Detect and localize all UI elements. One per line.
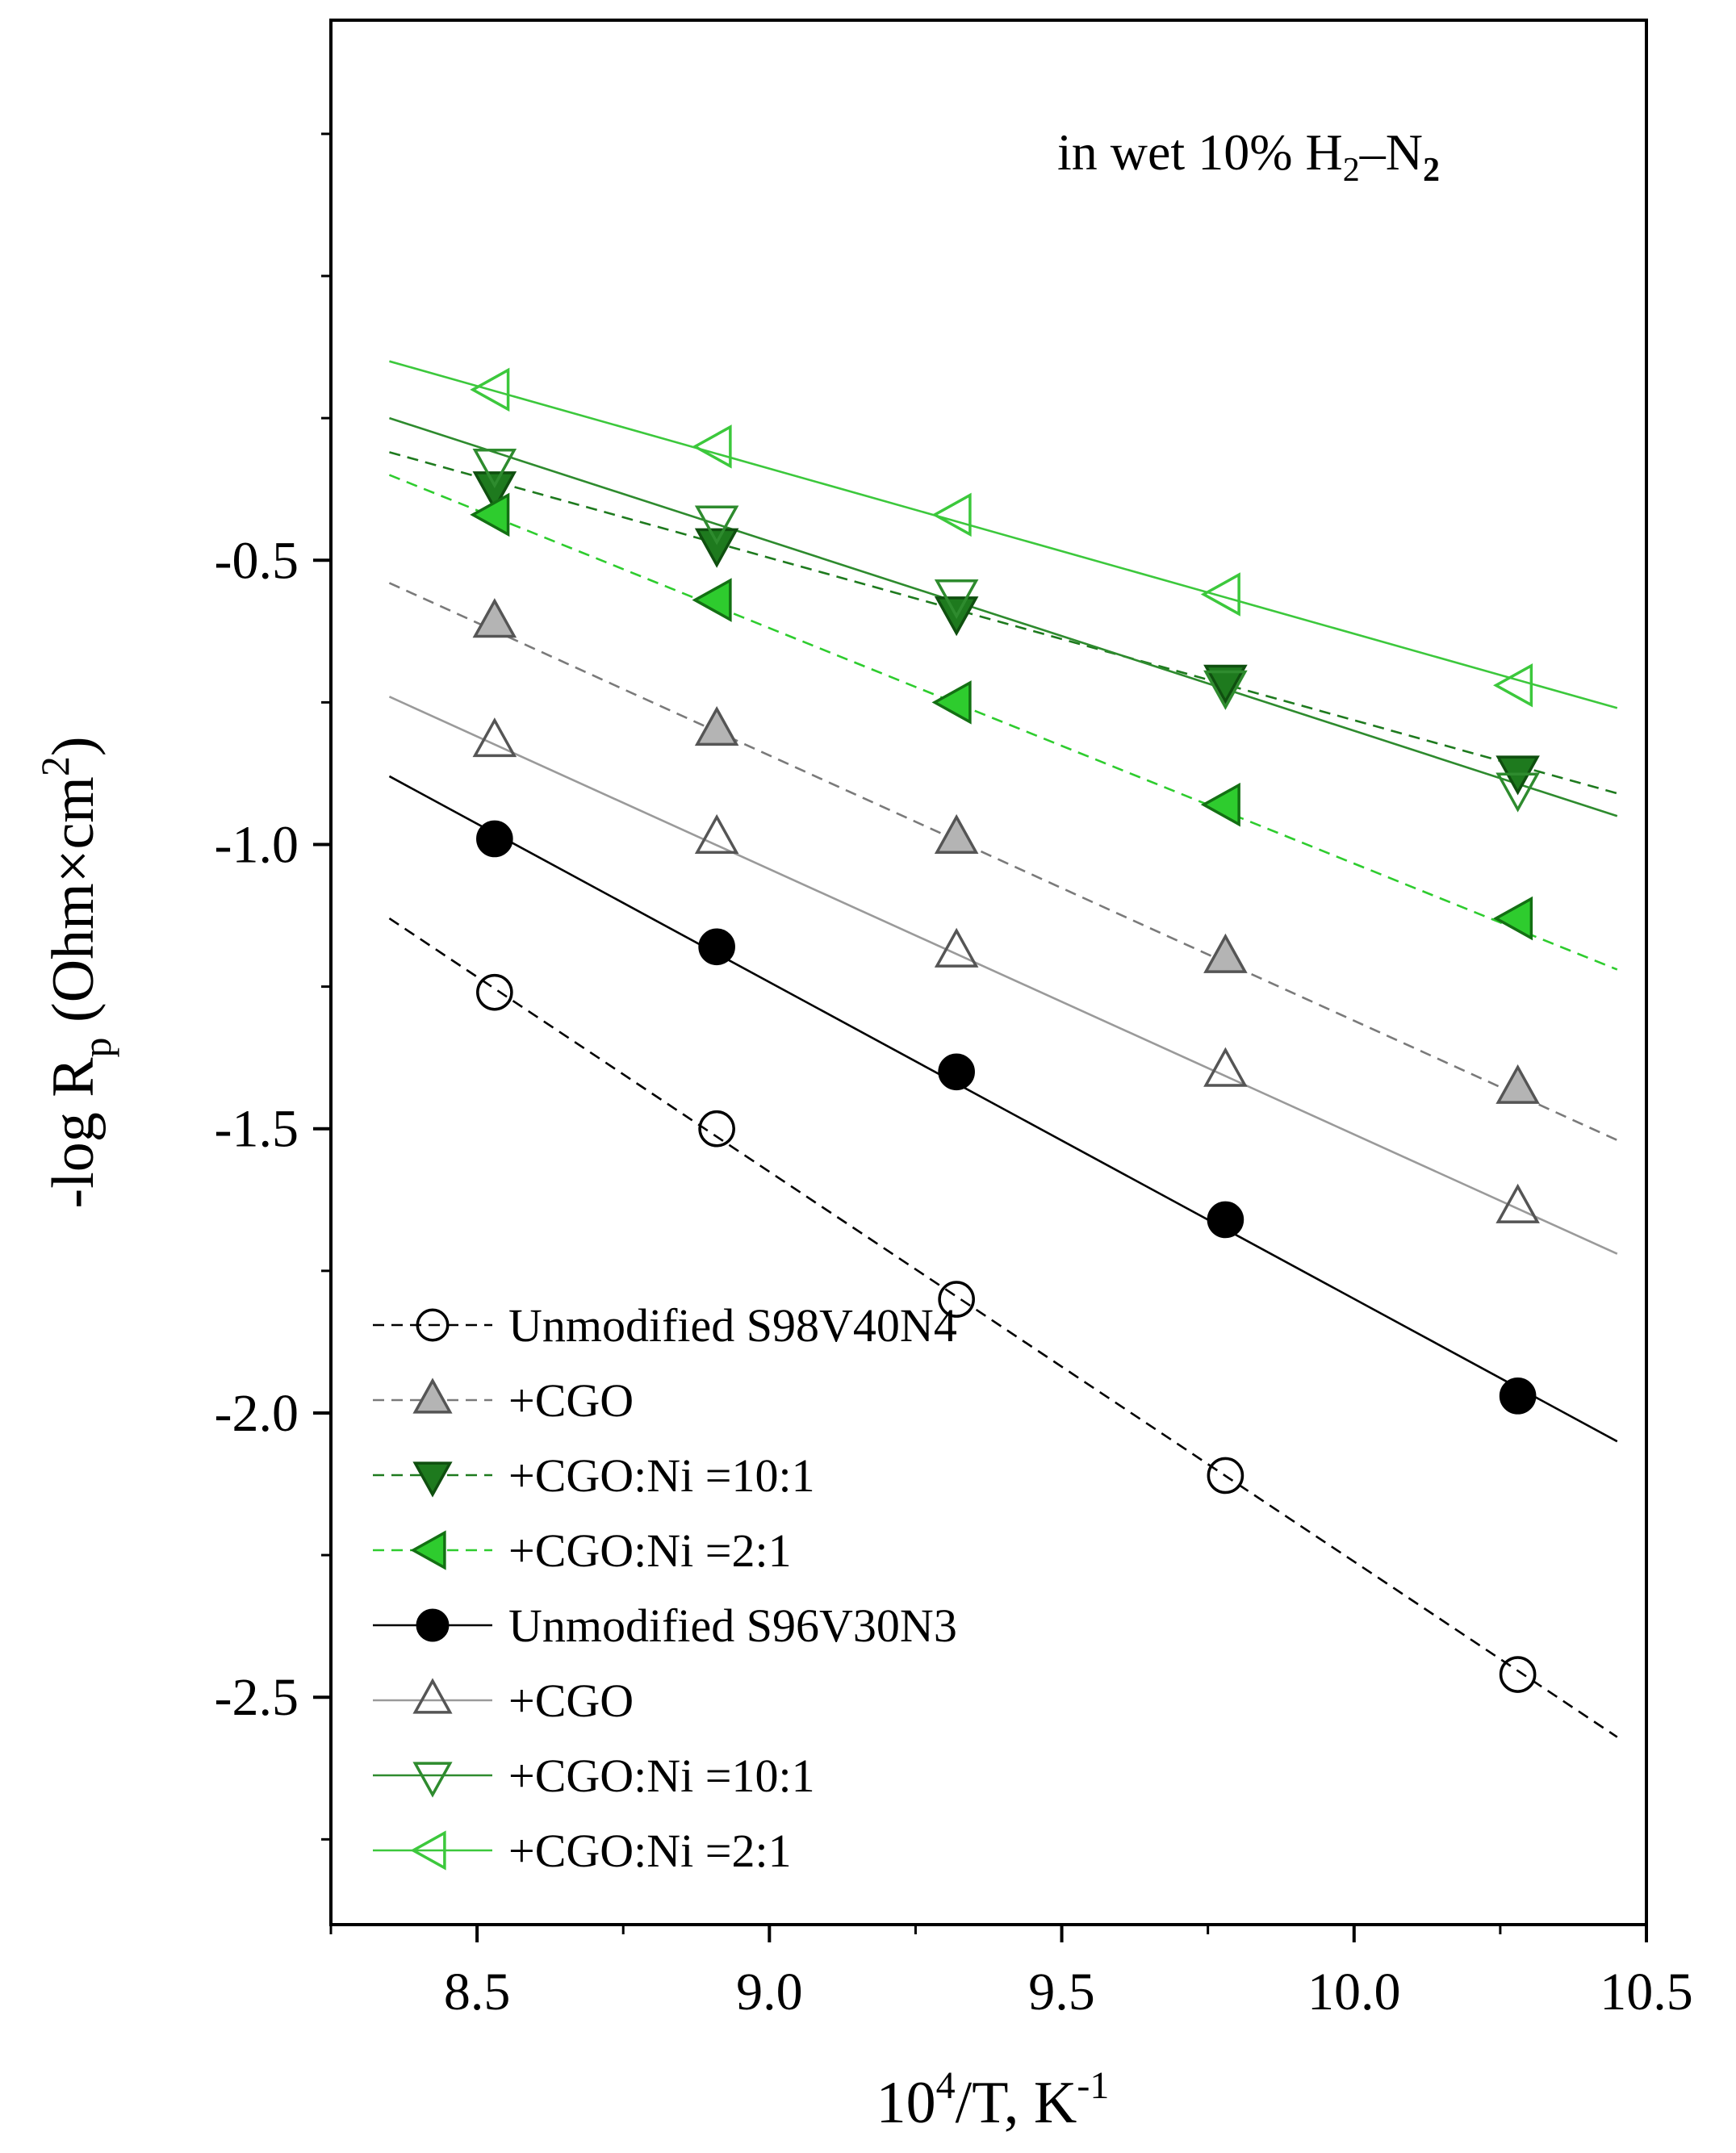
y-tick-label-2: -1.0 xyxy=(215,815,299,874)
legend-label: Unmodified S98V40N4 xyxy=(508,1299,957,1352)
annotation-text: in wet 10% H2–N2 xyxy=(1057,123,1440,189)
series-8-point-5 xyxy=(1493,663,1533,708)
series-8-point-2 xyxy=(692,424,732,469)
plot-frame xyxy=(329,19,1648,1926)
legend-entry-7: +CGO:Ni =10:1 xyxy=(373,1750,815,1802)
series-4-point-2 xyxy=(692,578,732,622)
x-tick-label-1: 8.5 xyxy=(444,1963,511,2021)
legend-label: Unmodified S96V30N3 xyxy=(508,1599,957,1652)
legend-entry-4: +CGO:Ni =2:1 xyxy=(373,1524,792,1577)
series-1-point-2 xyxy=(698,1110,735,1148)
legend-label: +CGO xyxy=(508,1374,634,1427)
fit-line-3 xyxy=(389,451,1618,795)
legend-label: +CGO:Ni =10:1 xyxy=(508,1750,815,1802)
tick-labels: 8.5 9.0 9.5 10.0 10.5 -0.5 -1.0 -1.5 -2.0 -2.5 xyxy=(215,531,1693,2021)
fit-line-7 xyxy=(389,416,1618,817)
series-3-point-2 xyxy=(694,528,739,568)
series-4-point-3 xyxy=(931,680,972,725)
legend-marker xyxy=(412,1678,453,1714)
x-tick-label-5: 10.5 xyxy=(1600,1963,1693,2021)
series-6-point-4 xyxy=(1203,1047,1248,1087)
legend-entry-8: +CGO:Ni =2:1 xyxy=(373,1825,792,1877)
fit-line-2 xyxy=(388,582,1618,1142)
series-3-point-1 xyxy=(472,471,517,512)
legend-label: +CGO:Ni =10:1 xyxy=(508,1449,815,1502)
series-1-point-3 xyxy=(938,1281,975,1318)
fit-line-4 xyxy=(388,474,1618,971)
series-7-point-1 xyxy=(472,449,517,489)
series-2-point-2 xyxy=(694,705,739,746)
series-2-point-1 xyxy=(472,598,517,638)
series-6-point-3 xyxy=(934,927,979,968)
y-tick-label-3: -1.5 xyxy=(215,1100,299,1159)
series-6-point-2 xyxy=(694,813,739,854)
legend-entry-5: Unmodified S96V30N3 xyxy=(373,1599,957,1652)
y-tick-label-1: -0.5 xyxy=(215,531,299,590)
x-axis-label: 104/T, K-1 xyxy=(876,2064,1110,2136)
series-8-point-1 xyxy=(470,367,510,412)
legend-entry-6: +CGO xyxy=(373,1674,634,1727)
series-5-point-5 xyxy=(1499,1378,1537,1415)
fit-line-1 xyxy=(388,917,1618,1738)
legend-marker xyxy=(410,1830,446,1871)
y-tick-label-5: -2.5 xyxy=(215,1668,299,1727)
x-tick-label-2: 9.0 xyxy=(736,1963,803,2021)
legend: Unmodified S98V40N4 +CGO +CGO:Ni =10:1 +CGO… xyxy=(373,1299,957,1877)
legend-entry-2: +CGO xyxy=(373,1374,634,1427)
data-markers xyxy=(470,367,1540,1693)
series-8-point-3 xyxy=(931,492,972,537)
legend-label: +CGO:Ni =2:1 xyxy=(508,1825,792,1877)
series-4-point-5 xyxy=(1493,896,1533,941)
series-4-point-4 xyxy=(1200,782,1240,827)
series-7-point-3 xyxy=(934,579,979,620)
y-axis-label: -log Rp (Ohm×cm2) xyxy=(32,737,119,1209)
axis-ticks xyxy=(313,132,1648,1942)
series-7-point-2 xyxy=(694,505,739,546)
legend-marker xyxy=(412,1762,453,1798)
fit-line-6 xyxy=(388,696,1618,1255)
series-5-point-2 xyxy=(698,928,735,966)
series-7-point-4 xyxy=(1203,670,1248,710)
fit-line-8 xyxy=(389,360,1618,709)
series-3-point-4 xyxy=(1203,664,1248,704)
legend-marker xyxy=(416,1608,450,1642)
series-4-point-1 xyxy=(470,492,510,537)
series-5-point-3 xyxy=(938,1053,975,1091)
legend-label: +CGO xyxy=(508,1674,634,1727)
series-6-point-5 xyxy=(1495,1183,1540,1223)
legend-entry-1: Unmodified S98V40N4 xyxy=(373,1299,957,1352)
series-2-point-3 xyxy=(934,813,979,854)
fit-lines xyxy=(388,360,1618,1738)
legend-marker xyxy=(412,1378,453,1414)
series-5-point-1 xyxy=(476,820,513,858)
series-1-point-4 xyxy=(1207,1457,1244,1495)
legend-marker xyxy=(412,1461,453,1498)
legend-marker xyxy=(410,1530,446,1570)
legend-label: +CGO:Ni =2:1 xyxy=(508,1524,792,1577)
series-1-point-5 xyxy=(1499,1656,1537,1693)
series-2-point-5 xyxy=(1495,1064,1540,1104)
series-1-point-1 xyxy=(476,973,513,1011)
legend-marker xyxy=(416,1308,450,1342)
fit-line-5 xyxy=(388,775,1618,1443)
series-8-point-4 xyxy=(1200,572,1240,617)
y-tick-label-4: -2.0 xyxy=(215,1384,299,1443)
series-5-point-4 xyxy=(1207,1201,1244,1239)
series-2-point-4 xyxy=(1203,933,1248,973)
series-6-point-1 xyxy=(472,717,517,758)
legend-entry-3: +CGO:Ni =10:1 xyxy=(373,1449,815,1502)
series-7-point-5 xyxy=(1495,772,1540,813)
x-tick-label-3: 9.5 xyxy=(1028,1963,1095,2021)
x-tick-label-4: 10.0 xyxy=(1307,1963,1401,2021)
